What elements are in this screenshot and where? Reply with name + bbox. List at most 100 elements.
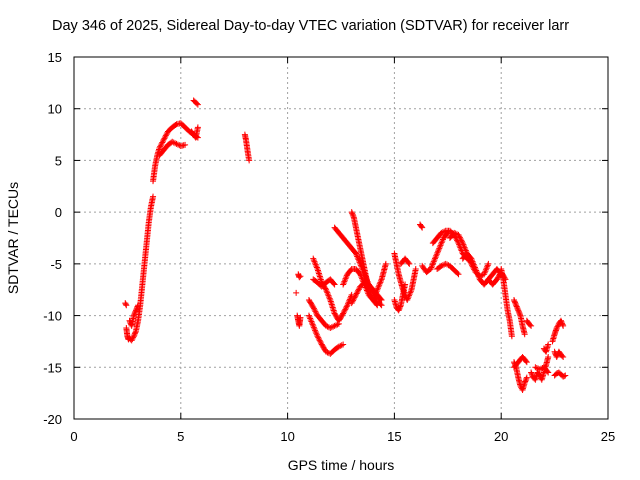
data-point <box>159 139 166 146</box>
data-point <box>515 307 522 314</box>
data-point <box>162 132 169 139</box>
data-point <box>372 293 379 300</box>
data-point <box>338 342 345 349</box>
data-point <box>174 141 181 148</box>
data-series-segment <box>310 255 355 324</box>
data-series-segment <box>305 297 342 331</box>
data-point <box>559 321 566 328</box>
data-point <box>376 282 383 289</box>
data-point <box>310 324 317 331</box>
data-point <box>172 140 179 147</box>
data-point <box>407 288 414 295</box>
data-point <box>528 322 535 329</box>
data-point <box>122 301 129 308</box>
data-point <box>297 314 304 321</box>
data-point <box>326 294 333 301</box>
data-point <box>312 328 319 335</box>
data-point <box>316 337 323 344</box>
data-point <box>374 286 381 293</box>
data-point <box>132 308 139 315</box>
data-point <box>194 101 201 108</box>
data-point <box>355 287 362 294</box>
data-point <box>350 213 357 220</box>
data-point <box>553 324 560 331</box>
data-point <box>455 231 462 238</box>
data-point <box>365 290 372 297</box>
data-point <box>461 244 468 251</box>
data-point <box>343 272 350 279</box>
data-point <box>340 341 347 348</box>
data-point <box>131 331 138 338</box>
data-point <box>342 275 349 282</box>
data-point <box>362 280 369 287</box>
data-point <box>418 223 425 230</box>
data-point <box>428 263 435 270</box>
data-point <box>133 306 140 313</box>
data-series-segment <box>528 353 552 383</box>
data-point <box>514 306 521 313</box>
data-point <box>331 281 338 288</box>
data-point <box>482 268 489 275</box>
data-point <box>349 211 356 218</box>
data-point <box>182 141 189 148</box>
data-point <box>456 233 463 240</box>
data-point <box>369 288 376 295</box>
y-tick-label: -5 <box>50 257 62 272</box>
data-series-segment <box>294 312 304 329</box>
y-tick-label: 10 <box>48 102 62 117</box>
data-point <box>468 257 475 264</box>
data-point <box>522 378 529 385</box>
data-point <box>352 291 359 298</box>
data-point <box>438 229 445 236</box>
data-point <box>467 254 474 261</box>
data-point <box>132 329 139 336</box>
data-point <box>323 286 330 293</box>
data-point <box>482 266 489 273</box>
data-point <box>476 274 483 281</box>
data-series-segment <box>523 317 535 329</box>
data-point <box>433 252 440 259</box>
data-point <box>160 138 166 145</box>
data-point <box>123 302 130 309</box>
data-point <box>307 315 314 322</box>
data-point <box>352 249 359 256</box>
data-point <box>370 289 377 296</box>
data-point <box>459 240 466 247</box>
data-point <box>431 257 438 264</box>
data-point <box>194 124 201 131</box>
data-point <box>343 274 350 281</box>
data-point <box>323 322 330 329</box>
data-point <box>460 241 467 248</box>
data-series-segment <box>397 255 413 267</box>
data-point <box>377 279 384 286</box>
data-point <box>470 261 477 268</box>
data-point <box>318 340 325 347</box>
data-point <box>323 288 330 295</box>
data-point <box>521 379 528 386</box>
data-point <box>150 193 157 200</box>
data-point <box>397 303 404 310</box>
data-point <box>528 369 535 376</box>
data-point <box>433 251 440 258</box>
data-point <box>368 287 375 294</box>
data-point <box>375 283 382 290</box>
data-point <box>455 271 462 278</box>
y-tick-label: 0 <box>55 205 62 220</box>
data-series-segment <box>498 266 515 340</box>
data-series-segment <box>126 302 142 329</box>
chart-title: Day 346 of 2025, Sidereal Day-to-day VTE… <box>52 18 570 34</box>
data-point <box>313 331 320 338</box>
data-series-segment <box>190 97 201 108</box>
data-point <box>511 297 518 304</box>
data-point <box>522 377 529 384</box>
data-point <box>377 277 384 284</box>
data-point <box>351 294 358 301</box>
data-point <box>444 261 451 268</box>
data-point <box>554 323 561 330</box>
data-series-segment <box>549 317 567 345</box>
data-point <box>454 270 461 277</box>
data-point <box>315 336 322 343</box>
data-series-segment <box>511 297 528 338</box>
data-point <box>545 353 552 360</box>
x-tick-label: 15 <box>387 429 401 444</box>
